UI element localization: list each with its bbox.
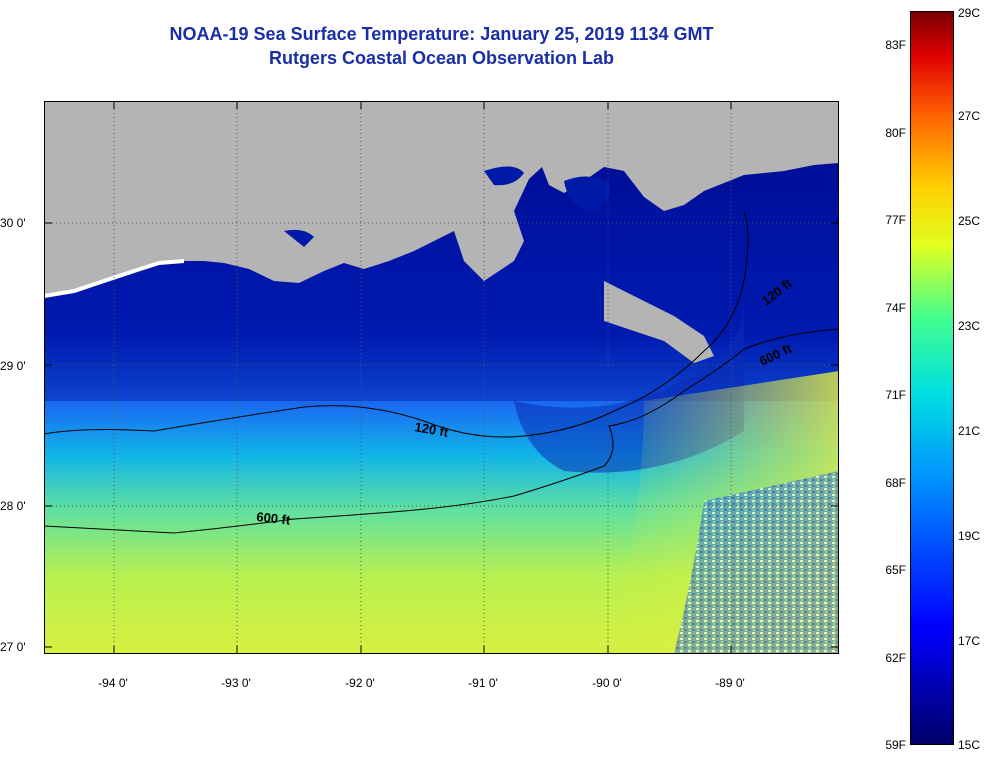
colorbar-c-label: 15C	[958, 738, 981, 752]
temperature-colorbar	[910, 11, 954, 745]
colorbar-c-label: 23C	[958, 319, 981, 333]
lon-label-94: -94 0'	[98, 676, 128, 690]
colorbar-f-label: 77F	[885, 213, 906, 227]
colorbar-f-label: 62F	[885, 651, 906, 665]
isobath-600ft	[44, 328, 839, 534]
lat-label-28: 28 0'	[0, 499, 26, 513]
map-title: NOAA-19 Sea Surface Temperature: January…	[169, 24, 714, 44]
colorbar-f-label: 68F	[885, 476, 906, 490]
lat-label-27: 27 0'	[0, 640, 26, 654]
sst-map: 120 ft 120 ft 600 ft 600 ft	[44, 101, 839, 654]
coastline-fringe	[44, 259, 185, 298]
lon-label-90: -90 0'	[592, 676, 622, 690]
colorbar-c-label: 19C	[958, 529, 981, 543]
colorbar-c-label: 21C	[958, 424, 981, 438]
isobath-label-600ft-west: 600 ft	[256, 509, 292, 528]
lon-label-92: -92 0'	[345, 676, 375, 690]
colorbar-f-label: 74F	[885, 301, 906, 315]
colorbar-f-label: 71F	[885, 388, 906, 402]
colorbar-f-label: 80F	[885, 126, 906, 140]
lon-label-93: -93 0'	[221, 676, 251, 690]
lat-label-30: 30 0'	[0, 216, 26, 230]
lon-label-89: -89 0'	[715, 676, 745, 690]
isobath-label-120ft-west: 120 ft	[413, 419, 450, 440]
colorbar-c-label: 29C	[958, 6, 981, 20]
colorbar-c-label: 17C	[958, 634, 981, 648]
colorbar-f-label: 59F	[885, 738, 906, 752]
lat-label-29: 29 0'	[0, 359, 26, 373]
land-mass	[44, 101, 839, 296]
coastal-island	[564, 176, 610, 211]
graticule	[44, 101, 839, 654]
colorbar-f-label: 83F	[885, 38, 906, 52]
colorbar-c-label: 27C	[958, 109, 981, 123]
noisy-southeast-region	[674, 471, 839, 654]
map-subtitle: Rutgers Coastal Ocean Observation Lab	[268, 48, 615, 68]
lon-label-91: -91 0'	[468, 676, 498, 690]
colorbar-f-label: 65F	[885, 563, 906, 577]
delta-lobe	[604, 281, 714, 363]
coastal-lake	[484, 166, 524, 186]
map-frame	[44, 101, 839, 654]
colorbar-c-label: 25C	[958, 214, 981, 228]
coastal-island	[284, 229, 314, 247]
frame-ticks	[44, 101, 839, 654]
isobath-120ft	[44, 210, 749, 438]
